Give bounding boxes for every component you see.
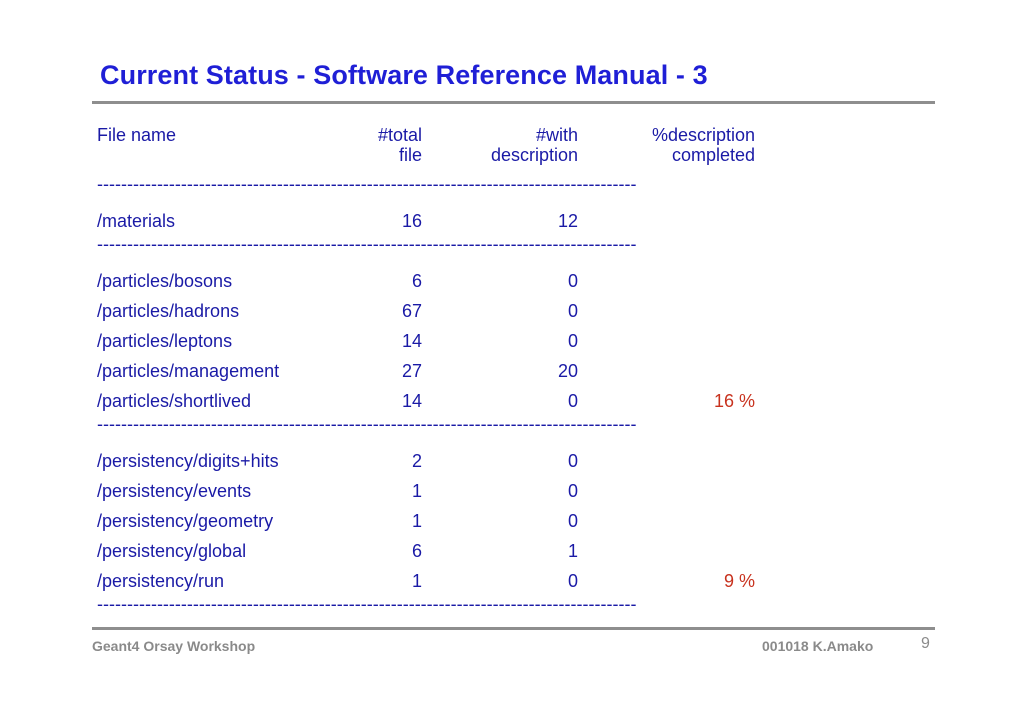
cell-with: 0	[567, 271, 578, 291]
table-row: /particles/bosons 6 0	[97, 263, 767, 293]
cell-file-name: /materials	[97, 211, 176, 231]
header-total: #total file	[378, 125, 422, 165]
separator-line: ----------------------------------------…	[97, 413, 767, 443]
separator-line: ----------------------------------------…	[97, 233, 767, 263]
table-row: /materials 16 12	[97, 203, 767, 233]
cell-file-name: /persistency/global	[97, 541, 247, 561]
cell-with: 0	[567, 451, 578, 471]
table-row: /persistency/global 6 1	[97, 533, 767, 563]
header-pct: %description completed	[652, 125, 755, 165]
cell-file-name: /particles/bosons	[97, 271, 233, 291]
footer-divider	[92, 627, 935, 630]
separator-line: ----------------------------------------…	[97, 173, 767, 203]
cell-total: 1	[411, 511, 422, 531]
separator-dashes: ----------------------------------------…	[97, 594, 637, 614]
table-header: File name #total file #with description …	[97, 125, 767, 173]
page-number: 9	[921, 635, 930, 652]
separator-dashes: ----------------------------------------…	[97, 414, 637, 434]
cell-total: 67	[401, 301, 422, 321]
cell-total: 6	[411, 541, 422, 561]
cell-with: 0	[567, 511, 578, 531]
cell-file-name: /persistency/run	[97, 571, 225, 591]
cell-with: 0	[567, 301, 578, 321]
header-with: #with description	[491, 125, 578, 165]
header-with-line1: #with	[535, 125, 578, 145]
cell-with: 0	[567, 481, 578, 501]
cell-total: 14	[401, 331, 422, 351]
table-row: /particles/shortlived 14 0 16 %	[97, 383, 767, 413]
table-row: /particles/hadrons 67 0	[97, 293, 767, 323]
cell-with: 12	[557, 211, 578, 231]
table-row: /particles/management 27 20	[97, 353, 767, 383]
cell-total: 2	[411, 451, 422, 471]
table-body: ----------------------------------------…	[97, 173, 767, 623]
header-total-line2: file	[398, 145, 422, 165]
cell-file-name: /particles/leptons	[97, 331, 233, 351]
header-total-line1: #total	[377, 125, 422, 145]
cell-with: 1	[567, 541, 578, 561]
footer-event: Geant4 Orsay Workshop	[92, 638, 256, 654]
cell-file-name: /persistency/digits+hits	[97, 451, 279, 471]
header-file-name: File name	[97, 125, 177, 145]
title-divider	[92, 101, 935, 104]
cell-with: 0	[567, 331, 578, 351]
cell-with: 0	[567, 391, 578, 411]
cell-file-name: /persistency/geometry	[97, 511, 274, 531]
cell-total: 16	[401, 211, 422, 231]
cell-file-name: /particles/hadrons	[97, 301, 240, 321]
separator-dashes: ----------------------------------------…	[97, 174, 637, 194]
cell-total: 27	[401, 361, 422, 381]
status-table: File name #total file #with description …	[97, 125, 767, 623]
cell-total: 6	[411, 271, 422, 291]
table-row: /persistency/events 1 0	[97, 473, 767, 503]
cell-total: 1	[411, 571, 422, 591]
cell-with: 0	[567, 571, 578, 591]
header-pct-line2: completed	[671, 145, 755, 165]
separator-line: ----------------------------------------…	[97, 593, 767, 623]
cell-total: 14	[401, 391, 422, 411]
table-row: /persistency/digits+hits 2 0	[97, 443, 767, 473]
footer-date-author: 001018 K.Amako	[762, 638, 874, 654]
table-row: /persistency/run 1 0 9 %	[97, 563, 767, 593]
table-row: /persistency/geometry 1 0	[97, 503, 767, 533]
cell-file-name: /particles/management	[97, 361, 280, 381]
table-row: /particles/leptons 14 0	[97, 323, 767, 353]
cell-pct: 16 %	[713, 391, 755, 411]
cell-total: 1	[411, 481, 422, 501]
cell-file-name: /persistency/events	[97, 481, 252, 501]
slide-title: Current Status - Software Reference Manu…	[100, 60, 708, 90]
cell-file-name: /particles/shortlived	[97, 391, 252, 411]
header-with-line2: description	[490, 145, 578, 165]
separator-dashes: ----------------------------------------…	[97, 234, 637, 254]
header-pct-line1: %description	[651, 125, 755, 145]
cell-pct: 9 %	[723, 571, 755, 591]
cell-with: 20	[557, 361, 578, 381]
